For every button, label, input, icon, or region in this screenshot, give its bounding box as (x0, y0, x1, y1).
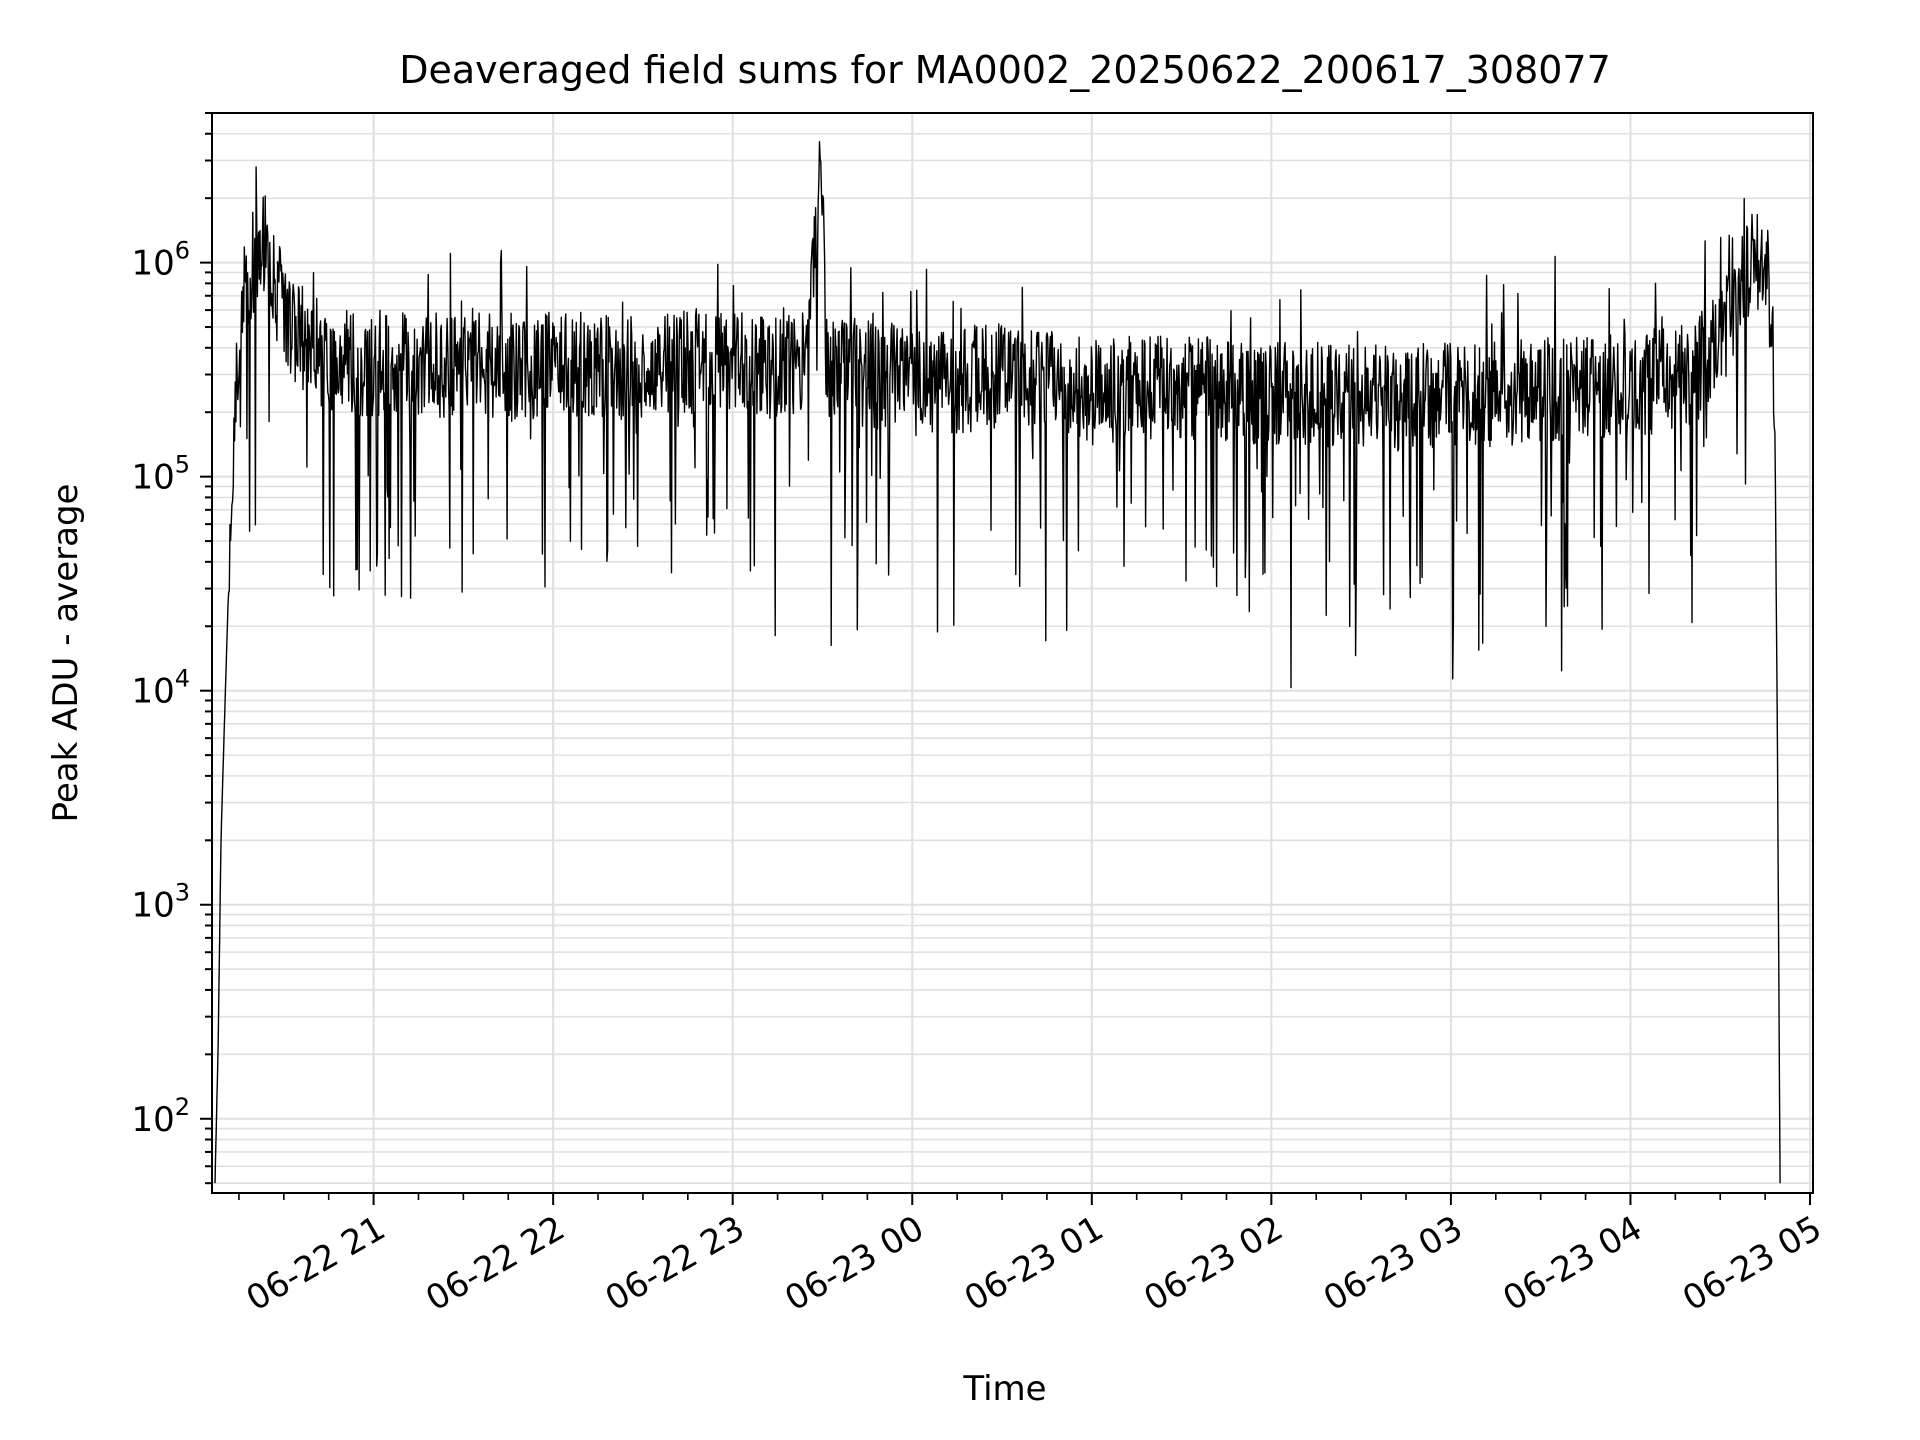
x-axis-label: Time (962, 1369, 1046, 1409)
x-tick-label: 06-23 02 (1137, 1208, 1289, 1319)
y-tick-exponent: 5 (175, 451, 190, 479)
y-tick-label: 106 (131, 237, 190, 284)
y-tick-label: 102 (131, 1093, 190, 1140)
x-tick-label: 06-22 22 (419, 1208, 571, 1319)
x-tick-label: 06-22 23 (599, 1208, 751, 1319)
x-axis: 06-22 21 06-22 22 06-22 23 06-23 00 06-23 01… (238, 1193, 1829, 1319)
chart-title: Deaveraged field sums for MA0002_2025062… (399, 48, 1611, 92)
series (214, 140, 1781, 1184)
y-tick-exponent: 6 (175, 237, 190, 265)
y-tick-label: 104 (131, 665, 190, 712)
x-tick-label: 06-23 03 (1317, 1208, 1469, 1319)
x-tick-label: 06-22 21 (240, 1208, 392, 1319)
y-tick-base: 10 (131, 1100, 174, 1140)
y-axis-label: Peak ADU - average (46, 484, 86, 823)
y-tick-label: 105 (131, 451, 190, 498)
y-tick-exponent: 2 (175, 1093, 190, 1121)
y-tick-exponent: 4 (175, 665, 190, 693)
grid (212, 112, 1813, 1193)
plot-frame (211, 112, 1814, 1194)
y-tick-base: 10 (131, 886, 174, 926)
y-tick-base: 10 (131, 244, 174, 284)
y-tick-exponent: 3 (175, 879, 190, 907)
x-tick-label: 06-23 04 (1497, 1208, 1649, 1319)
y-tick-label: 103 (131, 879, 190, 926)
x-tick-label: 06-23 01 (958, 1208, 1110, 1319)
x-tick-label: 06-23 05 (1676, 1208, 1828, 1319)
x-tick-label: 06-23 00 (778, 1208, 930, 1319)
y-tick-base: 10 (131, 672, 174, 712)
data-series-line (214, 140, 1781, 1184)
y-tick-base: 10 (131, 458, 174, 498)
